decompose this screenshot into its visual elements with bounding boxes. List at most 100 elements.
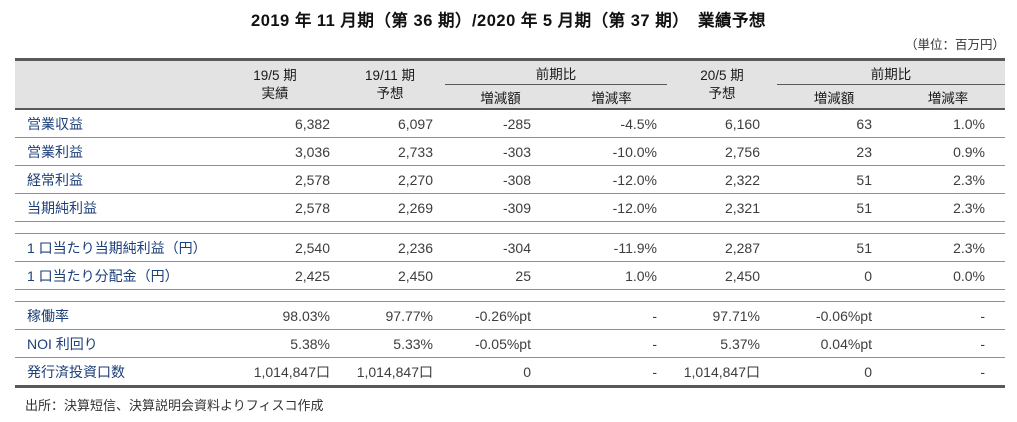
cell-value: -0.26%pt [474, 307, 531, 324]
spacer-row [15, 290, 1005, 302]
cell-value: 2,270 [397, 171, 433, 188]
cell-value: 0.9% [953, 143, 985, 160]
cell-value: 0 [523, 363, 531, 380]
cell-value: -304 [502, 239, 531, 256]
group-subheaders: 増減額 増減率 [445, 85, 667, 108]
unit-note: （単位：百万円） [904, 38, 1005, 52]
cell-value: 63 [856, 115, 872, 132]
cell-value: -308 [502, 171, 531, 188]
group-title: 前期比 [777, 61, 1005, 85]
cell-value: 97.71% [712, 307, 760, 324]
cell-value: 25 [515, 267, 531, 284]
cell-value: - [652, 307, 657, 324]
cell-value: 2,322 [724, 171, 760, 188]
cell-value: 5.37% [720, 335, 760, 352]
cell-value: 2,578 [294, 171, 330, 188]
cell-value: 0 [864, 267, 872, 284]
cell-value: 97.77% [385, 307, 433, 324]
row-label: 発行済投資口数 [27, 363, 125, 380]
cell-value: 5.33% [393, 335, 433, 352]
cell-value: - [980, 335, 985, 352]
table-row: 当期純利益 2,578 2,269 -309 -12.0% 2,321 51 2… [15, 194, 1005, 222]
cell-value: 2,425 [294, 267, 330, 284]
cell-value: 2.3% [953, 199, 985, 216]
cell-value: 1,014,847口 [253, 363, 330, 380]
col-header-line1: 20/5 期 [700, 67, 744, 83]
col-header-line1: 19/5 期 [253, 67, 297, 83]
col-group-yoy-1: 前期比 増減額 増減率 [445, 61, 667, 108]
cell-value: 6,097 [397, 115, 433, 132]
cell-value: - [980, 363, 985, 380]
cell-value: 2,450 [724, 267, 760, 284]
col-header-19-11: 19/11 期 予想 [335, 61, 445, 108]
subheader-amount: 増減額 [480, 90, 521, 106]
group-subheaders: 増減額 増減率 [777, 85, 1005, 108]
col-header-line1: 19/11 期 [364, 67, 416, 83]
table-row: 営業収益 6,382 6,097 -285 -4.5% 6,160 63 1.0… [15, 110, 1005, 138]
subheader-rate: 増減率 [591, 90, 632, 106]
row-label: NOI 利回り [27, 335, 98, 352]
cell-value: 51 [856, 239, 872, 256]
cell-value: - [980, 307, 985, 324]
cell-value: 51 [856, 171, 872, 188]
source-note: 出所：決算短信、決算説明会資料よりフィスコ作成 [25, 398, 324, 413]
cell-value: -4.5% [620, 115, 657, 132]
cell-value: 2,540 [294, 239, 330, 256]
header-empty-cell [15, 61, 215, 108]
col-header-20-5: 20/5 期 予想 [667, 61, 777, 108]
cell-value: - [652, 363, 657, 380]
cell-value: 2.3% [953, 171, 985, 188]
cell-value: 2,756 [724, 143, 760, 160]
cell-value: 2,733 [397, 143, 433, 160]
row-label: 1 口当たり分配金（円） [27, 267, 179, 284]
table-row: 営業利益 3,036 2,733 -303 -10.0% 2,756 23 0.… [15, 138, 1005, 166]
col-header-line2: 実績 [261, 85, 289, 101]
group-title: 前期比 [445, 61, 667, 85]
cell-value: 2,236 [397, 239, 433, 256]
cell-value: -10.0% [612, 143, 657, 160]
col-header-line2: 予想 [376, 85, 404, 101]
row-label: 当期純利益 [27, 199, 97, 216]
cell-value: 2.3% [953, 239, 985, 256]
cell-value: - [652, 335, 657, 352]
cell-value: 51 [856, 199, 872, 216]
table-row: 経常利益 2,578 2,270 -308 -12.0% 2,322 51 2.… [15, 166, 1005, 194]
spacer-row [15, 222, 1005, 234]
table-row: 稼働率 98.03% 97.77% -0.26%pt - 97.71% -0.0… [15, 302, 1005, 330]
cell-value: 6,160 [724, 115, 760, 132]
col-header-19-5: 19/5 期 実績 [215, 61, 335, 108]
row-label: 営業収益 [27, 115, 83, 132]
cell-value: 23 [856, 143, 872, 160]
cell-value: 98.03% [282, 307, 330, 324]
cell-value: 0.04%pt [820, 335, 872, 352]
col-header-line2: 予想 [708, 85, 736, 101]
table-row: 1 口当たり分配金（円） 2,425 2,450 25 1.0% 2,450 0… [15, 262, 1005, 290]
cell-value: -0.05%pt [474, 335, 531, 352]
cell-value: -12.0% [612, 199, 657, 216]
cell-value: 2,287 [724, 239, 760, 256]
cell-value: 5.38% [290, 335, 330, 352]
cell-value: -0.06%pt [815, 307, 872, 324]
cell-value: 0 [864, 363, 872, 380]
cell-value: 1,014,847口 [356, 363, 433, 380]
subheader-rate: 増減率 [927, 90, 969, 106]
cell-value: -11.9% [613, 239, 657, 256]
cell-value: 2,321 [724, 199, 760, 216]
col-group-yoy-2: 前期比 増減額 増減率 [777, 61, 1005, 108]
forecast-table: 19/5 期 実績 19/11 期 予想 前期比 増減額 増減率 20/5 期 … [15, 58, 1005, 388]
cell-value: 6,382 [294, 115, 330, 132]
table-row: 発行済投資口数 1,014,847口 1,014,847口 0 - 1,014,… [15, 358, 1005, 388]
page-title: 2019 年 11 月期（第 36 期）/2020 年 5 月期（第 37 期）… [251, 12, 766, 30]
cell-value: 1.0% [953, 115, 985, 132]
cell-value: 2,578 [294, 199, 330, 216]
cell-value: 1,014,847口 [683, 363, 760, 380]
row-label: 経常利益 [27, 171, 83, 188]
cell-value: -309 [502, 199, 531, 216]
cell-value: -285 [502, 115, 531, 132]
cell-value: 0.0% [953, 267, 985, 284]
row-label: 稼働率 [27, 307, 69, 324]
cell-value: -12.0% [612, 171, 657, 188]
table-row: NOI 利回り 5.38% 5.33% -0.05%pt - 5.37% 0.0… [15, 330, 1005, 358]
row-label: 1 口当たり当期純利益（円） [27, 239, 207, 256]
